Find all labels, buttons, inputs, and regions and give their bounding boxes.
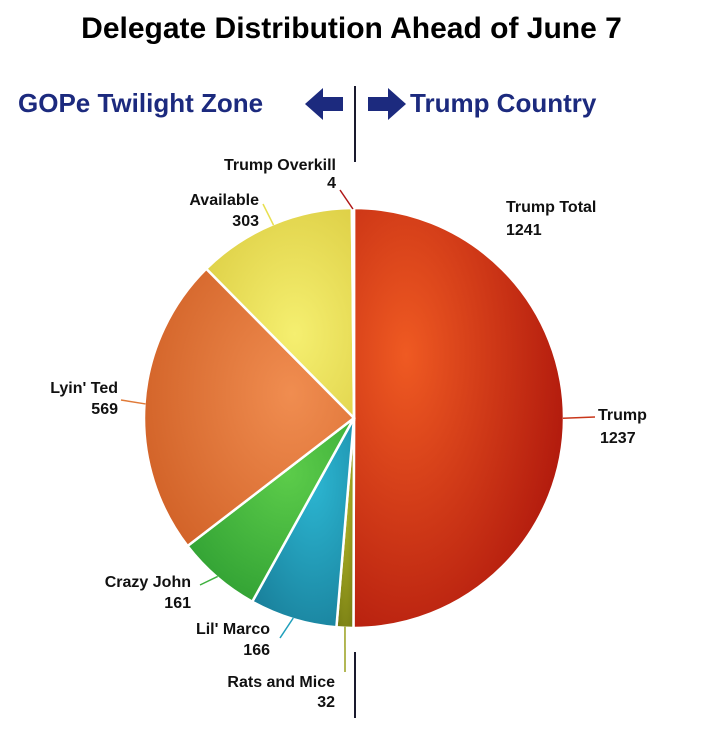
slice-label-lyin-ted: Lyin' Ted — [50, 380, 118, 397]
slice-value-crazy-john: 161 — [164, 595, 191, 612]
annotation-trump-total-value: 1241 — [506, 222, 542, 239]
slice-value-available: 303 — [232, 213, 259, 230]
annotation-trump-total-label: Trump Total — [506, 199, 596, 216]
leader-line-trump-overkill — [339, 189, 354, 210]
slice-label-rats-and-mice: Rats and Mice — [227, 674, 335, 691]
leader-line-crazy-john — [199, 575, 219, 586]
divider-bottom — [354, 652, 356, 718]
slice-value-lyin-ted: 569 — [91, 401, 118, 418]
slice-value-trump-overkill: 4 — [327, 175, 336, 192]
slice-value-trump: 1237 — [600, 430, 636, 447]
leader-line-trump — [562, 416, 596, 420]
slice-label-lil-marco: Lil' Marco — [196, 621, 270, 638]
leader-line-lil-marco — [279, 617, 294, 639]
slice-value-rats-and-mice: 32 — [317, 694, 335, 711]
trump-country-label: Trump Country — [410, 88, 597, 118]
arrow-left-icon — [305, 88, 343, 120]
slice-label-crazy-john: Crazy John — [105, 574, 191, 591]
chart-title: Delegate Distribution Ahead of June 7 — [81, 12, 622, 45]
arrow-right-icon — [368, 88, 406, 120]
divider-top — [354, 86, 356, 162]
slice-value-lil-marco: 166 — [243, 642, 270, 659]
slice-label-trump-overkill: Trump Overkill — [224, 157, 336, 174]
slice-label-trump: Trump — [598, 407, 647, 424]
leader-line-available — [262, 203, 275, 226]
gope-zone-label: GOPe Twilight Zone — [18, 88, 264, 118]
leader-line-lyin-ted — [120, 399, 146, 405]
pie-slice-trump — [352, 206, 566, 630]
slice-label-available: Available — [189, 192, 259, 209]
